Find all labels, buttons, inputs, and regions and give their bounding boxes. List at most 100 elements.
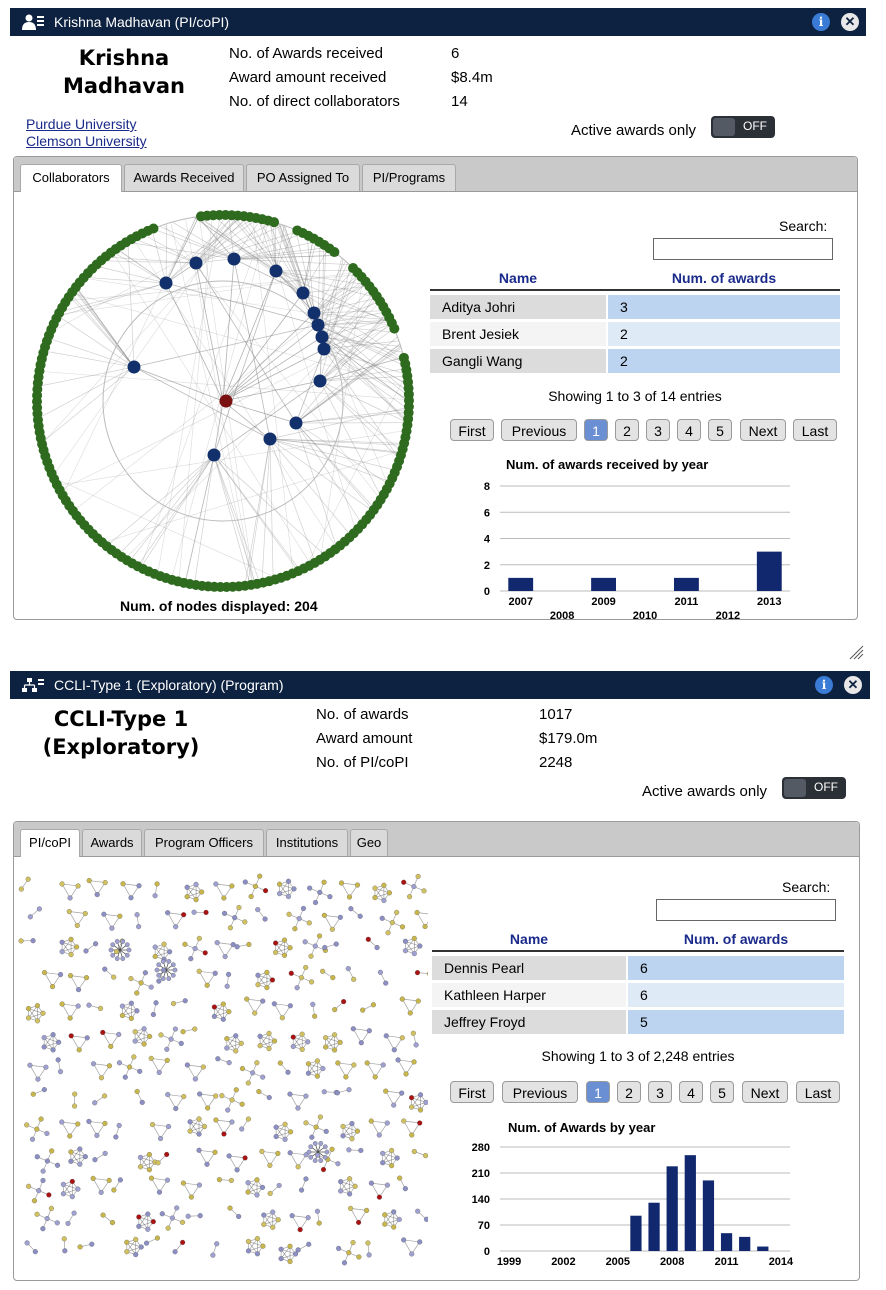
tab-pi-copi[interactable]: PI/coPI (20, 829, 80, 857)
pi-node[interactable] (41, 1087, 47, 1093)
pi-node[interactable] (75, 883, 81, 889)
collaborator-node[interactable] (289, 416, 303, 430)
pi-node[interactable] (167, 949, 173, 955)
pi-node[interactable] (127, 1064, 133, 1070)
page-last-button[interactable]: Last (796, 1081, 840, 1103)
pi-node[interactable] (155, 1160, 161, 1166)
pi-node[interactable] (267, 1190, 273, 1197)
tab-pi-programs[interactable]: PI/Programs (362, 164, 456, 191)
pi-node[interactable] (68, 1149, 74, 1155)
pi-node[interactable] (305, 1215, 311, 1221)
pi-node[interactable] (82, 1154, 88, 1160)
pi-node[interactable] (305, 1039, 311, 1045)
pi-node[interactable] (117, 913, 123, 919)
pi-node[interactable] (385, 930, 391, 936)
collaborator-node[interactable] (307, 306, 321, 320)
pi-node[interactable] (290, 1043, 296, 1050)
pi-node[interactable] (285, 893, 292, 900)
pi-node[interactable] (275, 1217, 281, 1223)
info-icon[interactable]: i (815, 676, 833, 694)
pi-node[interactable] (50, 1032, 56, 1038)
pi-node[interactable] (317, 933, 323, 939)
pi-node[interactable] (382, 1212, 388, 1218)
pi-node[interactable] (386, 890, 392, 896)
pi-node[interactable] (71, 1103, 78, 1109)
pi-node[interactable] (25, 876, 31, 882)
bar[interactable] (674, 577, 699, 591)
table-row-name[interactable]: Dennis Pearl (432, 956, 626, 980)
pi-node[interactable] (221, 1131, 227, 1137)
pi-node[interactable] (365, 1240, 371, 1246)
pi-node[interactable] (327, 894, 333, 900)
pi-node[interactable] (187, 1119, 193, 1125)
outer-node[interactable] (148, 223, 159, 234)
pi-node[interactable] (25, 1015, 32, 1021)
pi-node[interactable] (120, 956, 126, 961)
pi-node[interactable] (219, 1093, 225, 1099)
pi-node[interactable] (136, 924, 142, 930)
pi-node[interactable] (347, 1191, 353, 1197)
pi-node[interactable] (49, 984, 56, 990)
pi-node[interactable] (193, 897, 199, 903)
pi-node[interactable] (57, 972, 64, 978)
tab-awards[interactable]: Awards (82, 829, 142, 856)
pi-node[interactable] (76, 1047, 82, 1053)
pi-node[interactable] (337, 914, 343, 920)
pi-node[interactable] (108, 1043, 114, 1049)
bar[interactable] (508, 577, 534, 591)
table-row-name[interactable]: Jeffrey Froyd (432, 1010, 626, 1034)
pi-node[interactable] (276, 1182, 282, 1189)
pi-node[interactable] (313, 1124, 319, 1130)
pi-node[interactable] (49, 1148, 55, 1154)
pi-node[interactable] (156, 972, 162, 978)
pi-node[interactable] (272, 1038, 278, 1044)
pi-node[interactable] (137, 1154, 144, 1160)
pi-node[interactable] (197, 1091, 203, 1097)
pi-node[interactable] (40, 1010, 46, 1016)
pi-node[interactable] (226, 1009, 232, 1015)
pi-node[interactable] (285, 1069, 291, 1075)
pi-node[interactable] (184, 884, 190, 890)
pi-node[interactable] (46, 1192, 52, 1198)
pi-node[interactable] (131, 1054, 137, 1060)
pi-node[interactable] (134, 1008, 140, 1014)
collaborator-node[interactable] (127, 360, 141, 374)
pi-node[interactable] (67, 1015, 73, 1021)
collaborator-node[interactable] (315, 330, 329, 344)
pi-node[interactable] (166, 959, 172, 964)
pi-node[interactable] (394, 1155, 400, 1161)
pi-node[interactable] (234, 944, 240, 950)
pi-node[interactable] (59, 949, 65, 955)
pi-node[interactable] (59, 939, 65, 945)
pi-node[interactable] (318, 1158, 324, 1163)
pi-node[interactable] (152, 944, 158, 950)
table-header-name[interactable]: Name (498, 270, 538, 286)
pi-node[interactable] (184, 1062, 190, 1068)
pi-node[interactable] (75, 1121, 81, 1127)
pi-node[interactable] (68, 1158, 74, 1164)
pi-node[interactable] (273, 1124, 279, 1130)
pi-node[interactable] (423, 1153, 428, 1159)
pi-node[interactable] (36, 906, 42, 912)
pi-node[interactable] (182, 998, 188, 1004)
bar[interactable] (720, 1233, 733, 1251)
pi-node[interactable] (350, 1240, 356, 1246)
pi-node[interactable] (399, 996, 405, 1002)
pi-node[interactable] (421, 888, 427, 894)
pi-node[interactable] (341, 999, 347, 1005)
pi-node[interactable] (281, 937, 288, 943)
pi-node[interactable] (213, 1117, 219, 1123)
pi-node[interactable] (111, 974, 117, 980)
search-input[interactable] (656, 899, 836, 921)
pi-node[interactable] (302, 939, 308, 945)
pi-node[interactable] (154, 881, 160, 887)
pi-node[interactable] (173, 924, 179, 930)
pi-node[interactable] (395, 1057, 401, 1063)
pi-node[interactable] (188, 956, 194, 962)
pi-node[interactable] (383, 980, 389, 986)
pi-node[interactable] (170, 962, 176, 968)
pi-node[interactable] (379, 915, 385, 921)
pi-node[interactable] (188, 1194, 194, 1200)
outer-node[interactable] (269, 217, 280, 228)
pi-node[interactable] (306, 1149, 312, 1155)
